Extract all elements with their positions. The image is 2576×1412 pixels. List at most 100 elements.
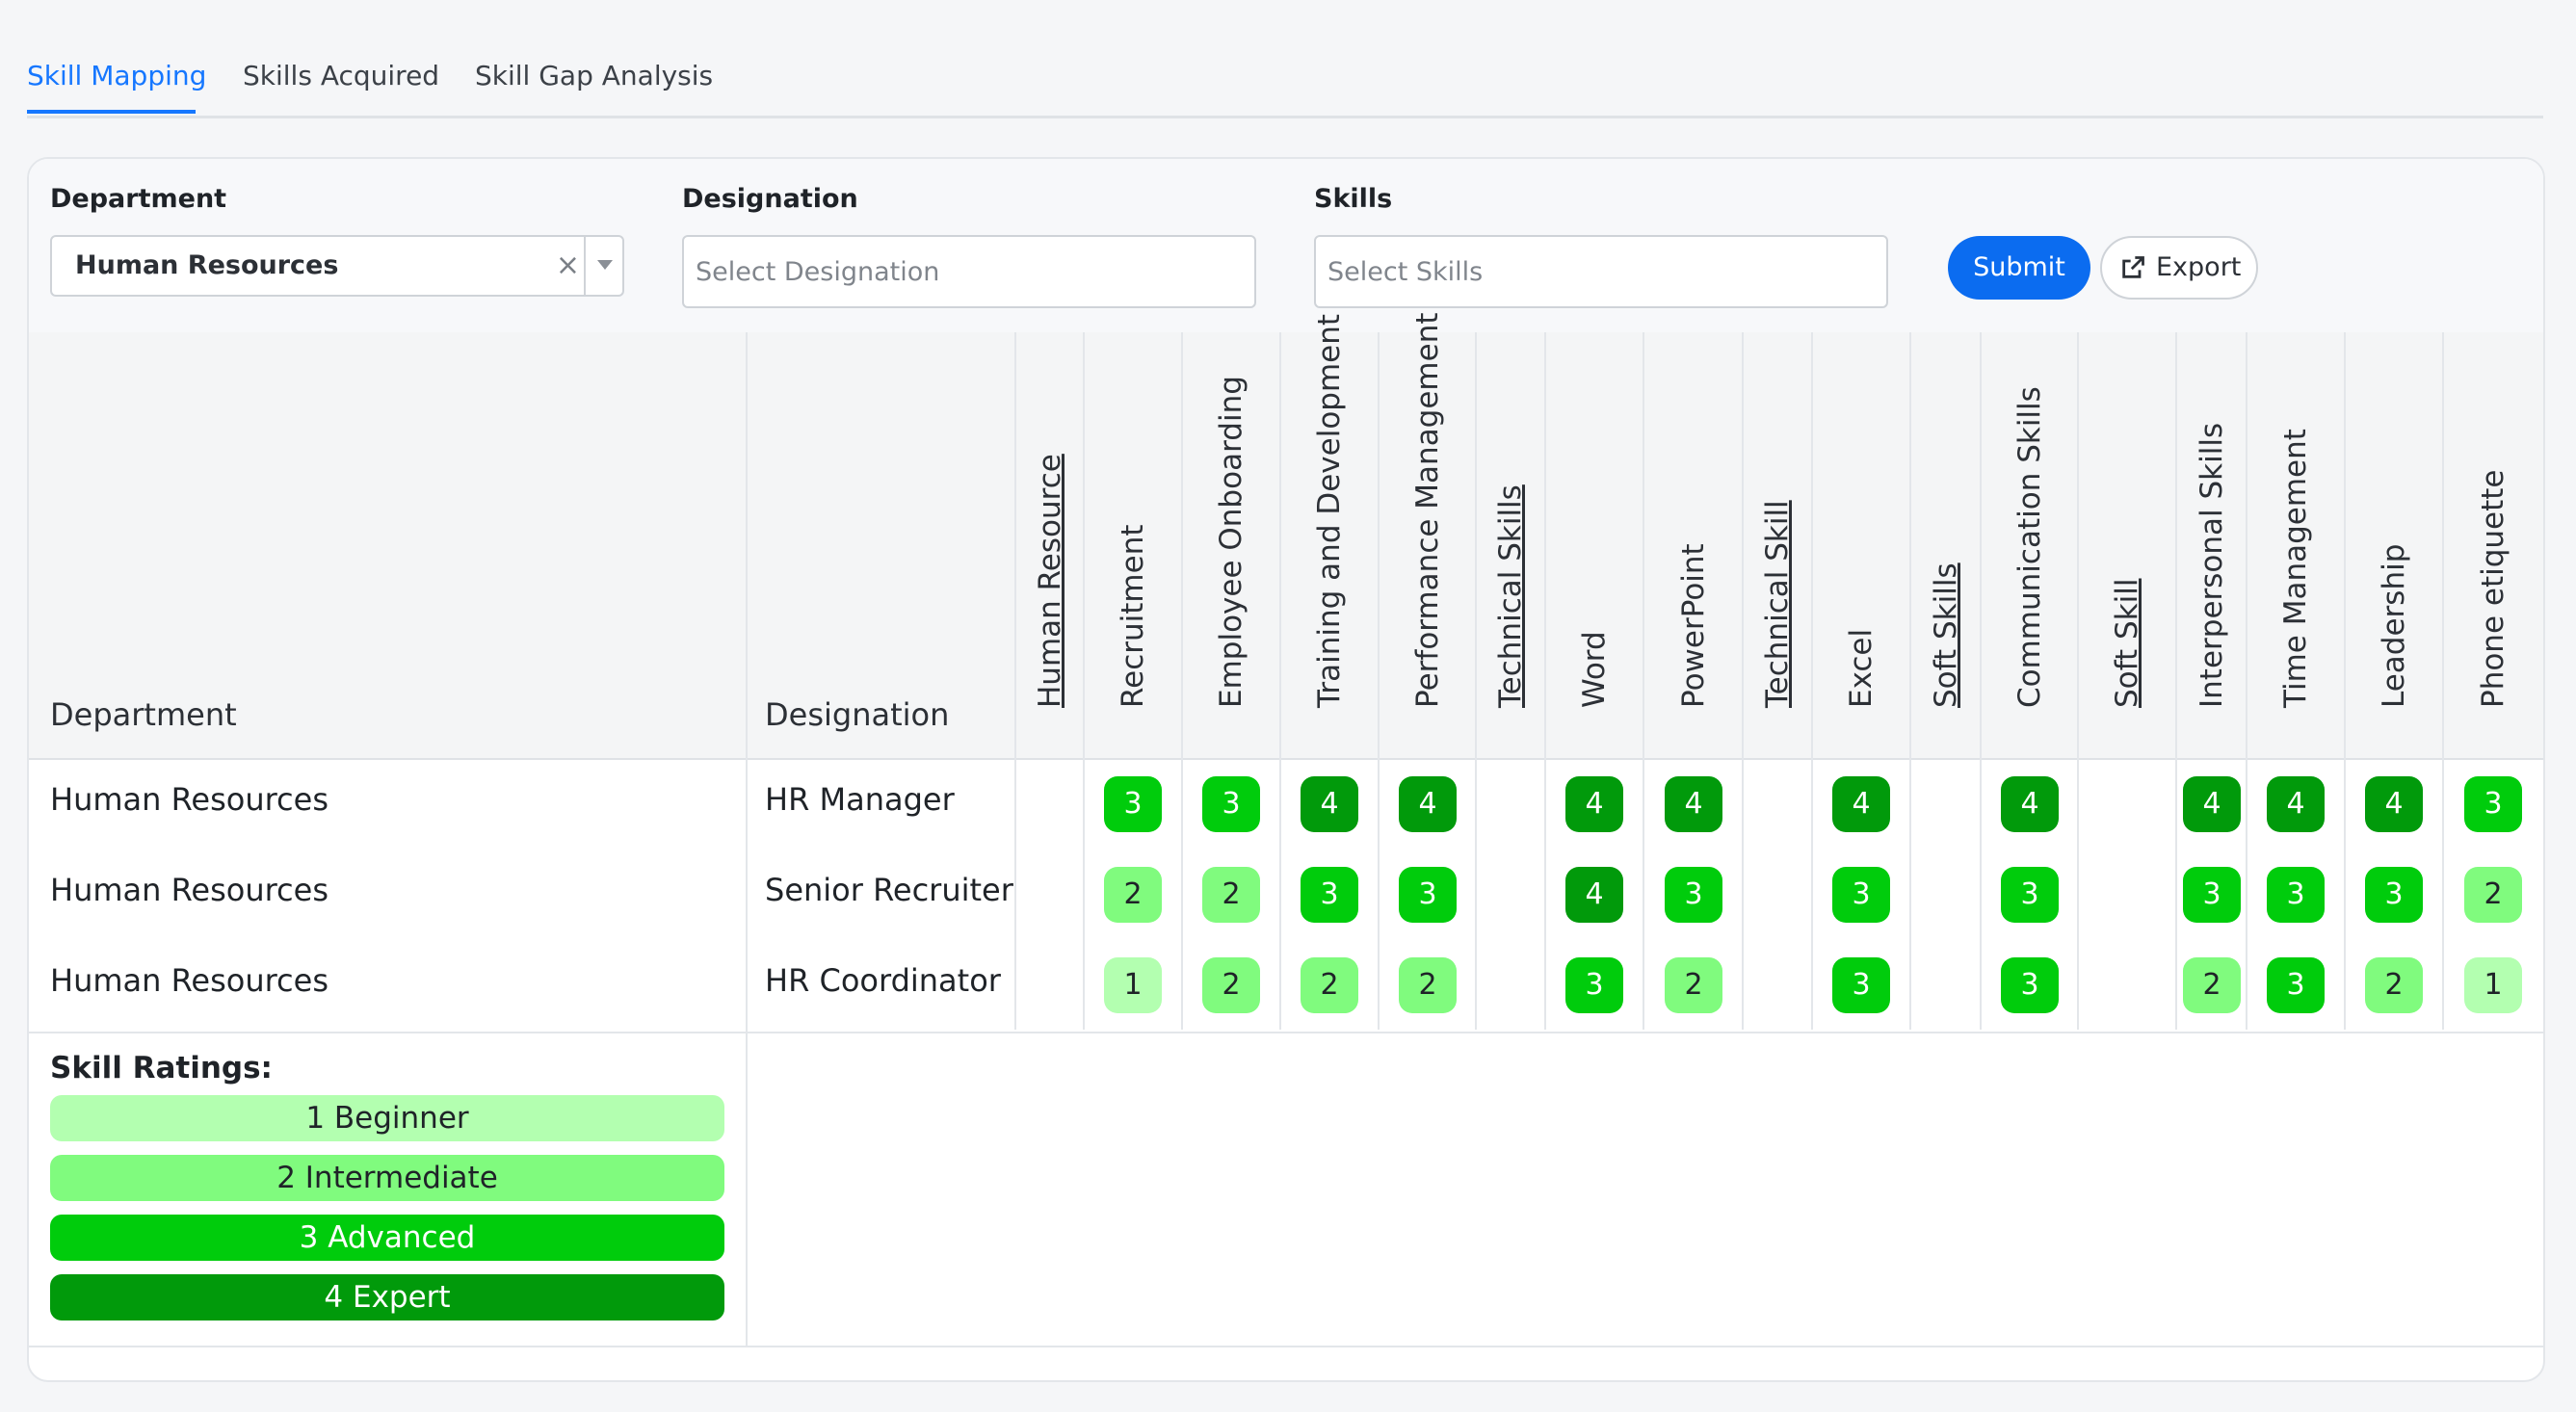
legend-item: 2 Intermediate (50, 1155, 724, 1201)
skill-column-header: Leadership (2345, 332, 2443, 758)
rating-badge: 3 (2001, 867, 2059, 923)
skill-column-label: Performance Management (1409, 312, 1445, 708)
column-divider (1980, 332, 1982, 1030)
skills-label: Skills (1314, 184, 1393, 214)
rating-badge: 2 (1202, 867, 1260, 923)
rating-badge: 3 (1665, 867, 1722, 923)
department-cell: Human Resources (50, 872, 329, 908)
department-label: Department (50, 184, 227, 214)
rating-badge: 3 (1202, 776, 1260, 832)
skill-column-label: Soft Skills (1928, 562, 1963, 708)
rating-badge: 3 (1832, 957, 1890, 1013)
rating-badge: 3 (1565, 957, 1623, 1013)
rating-badge: 4 (1565, 776, 1623, 832)
tab-skill-mapping[interactable]: Skill Mapping (27, 60, 207, 92)
skill-column-label: Technical Skill (1760, 500, 1795, 708)
rating-badge: 2 (1301, 957, 1358, 1013)
department-select[interactable]: Human Resources × (50, 235, 624, 297)
submit-button[interactable]: Submit (1948, 236, 2090, 300)
rating-badge: 3 (2267, 867, 2325, 923)
designation-select[interactable] (682, 235, 1256, 308)
rating-badge: 3 (2183, 867, 2241, 923)
skill-column-header: Human Resource (1015, 332, 1084, 758)
rating-badge: 2 (2183, 957, 2241, 1013)
active-tab-indicator (27, 110, 196, 114)
external-link-icon (2122, 256, 2144, 278)
rating-badge: 3 (2267, 957, 2325, 1013)
rating-badge: 2 (1202, 957, 1260, 1013)
skill-column-header: Training and Development (1280, 314, 1379, 758)
table-header (29, 332, 2543, 760)
rating-badge: 4 (1832, 776, 1890, 832)
table-bottom-border (29, 1346, 2543, 1347)
column-divider (1909, 332, 1911, 1030)
skill-column-label: Soft Skill (2110, 578, 2144, 709)
rating-badge: 1 (2464, 957, 2522, 1013)
rating-badge: 4 (2001, 776, 2059, 832)
legend-item: 3 Advanced (50, 1215, 724, 1261)
column-divider (2344, 332, 2346, 1030)
skill-column-header: Time Management (2247, 332, 2345, 758)
department-column-header: Department (50, 696, 237, 733)
designation-cell: Senior Recruiter (765, 872, 1013, 908)
rating-badge: 4 (1565, 867, 1623, 923)
rating-badge: 1 (1104, 957, 1162, 1013)
department-cell: Human Resources (50, 781, 329, 818)
skill-column-label: Excel (1844, 628, 1879, 708)
skill-column-header: Soft Skills (1910, 332, 1981, 758)
export-button[interactable]: Export (2100, 236, 2258, 300)
skill-column-header: Interpersonal Skills (2176, 332, 2247, 758)
skill-column-header: Word (1545, 332, 1643, 758)
skill-column-label: Phone etiquette (2476, 469, 2510, 708)
rating-badge: 3 (1104, 776, 1162, 832)
skill-column-label: Leadership (2377, 543, 2411, 708)
department-selected-value: Human Resources (75, 250, 339, 280)
skill-column-header: Communication Skills (1981, 332, 2078, 758)
column-divider (1181, 332, 1183, 1030)
column-divider (1643, 332, 1644, 1030)
rating-badge: 3 (1301, 867, 1358, 923)
skill-column-header: Technical Skills (1476, 332, 1545, 758)
column-divider (1811, 332, 1813, 1030)
designation-cell: HR Coordinator (765, 962, 1001, 999)
column-divider (1378, 332, 1380, 1030)
tab-bar: Skill Mapping Skills Acquired Skill Gap … (27, 52, 2543, 118)
tab-skills-acquired[interactable]: Skills Acquired (243, 60, 440, 92)
table-row: Human Resources HR Manager 3 3 4 4 4 4 4 4 4 4 4 3 (29, 760, 2543, 852)
rating-badge: 4 (2267, 776, 2325, 832)
skills-select[interactable] (1314, 235, 1888, 308)
rating-badge: 4 (1399, 776, 1457, 832)
skill-column-label: Technical Skills (1493, 484, 1528, 708)
table-row: Human Resources HR Coordinator 1 2 2 2 3 2 3 3 2 3 2… (29, 941, 2543, 1033)
skill-column-header: Excel (1812, 332, 1910, 758)
rating-badge: 4 (1301, 776, 1358, 832)
column-divider (1279, 332, 1281, 1030)
tab-skill-gap-analysis[interactable]: Skill Gap Analysis (475, 60, 714, 92)
column-divider (1475, 332, 1477, 1030)
skill-column-label: Human Resource (1032, 454, 1067, 708)
skill-column-label: Word (1577, 631, 1612, 708)
skill-mapping-card: Department Human Resources × Designation… (27, 157, 2545, 1382)
rating-badge: 4 (2183, 776, 2241, 832)
close-icon[interactable]: × (555, 248, 580, 282)
skill-column-label: PowerPoint (1675, 543, 1711, 708)
legend-item: 4 Expert (50, 1274, 724, 1320)
column-divider (1742, 332, 1744, 1030)
rating-badge: 4 (1665, 776, 1722, 832)
legend-item: 1 Beginner (50, 1095, 724, 1141)
column-divider (2246, 332, 2247, 1030)
rating-badge: 3 (2464, 776, 2522, 832)
designation-input[interactable] (684, 237, 1254, 306)
rating-badge: 3 (2001, 957, 2059, 1013)
chevron-down-icon[interactable] (597, 260, 613, 270)
skill-column-header: PowerPoint (1643, 332, 1743, 758)
table-row: Human Resources Senior Recruiter 2 2 3 3 4 3 3 3 3… (29, 850, 2543, 943)
skills-input[interactable] (1316, 237, 1886, 306)
skill-column-label: Recruitment (1116, 524, 1150, 709)
skill-column-label: Employee Onboarding (1214, 376, 1249, 708)
rating-badge: 2 (1104, 867, 1162, 923)
rating-badge: 4 (2365, 776, 2423, 832)
rating-badge: 3 (1832, 867, 1890, 923)
skill-column-label: Communication Skills (2011, 386, 2047, 708)
skill-column-header: Phone etiquette (2443, 332, 2543, 758)
